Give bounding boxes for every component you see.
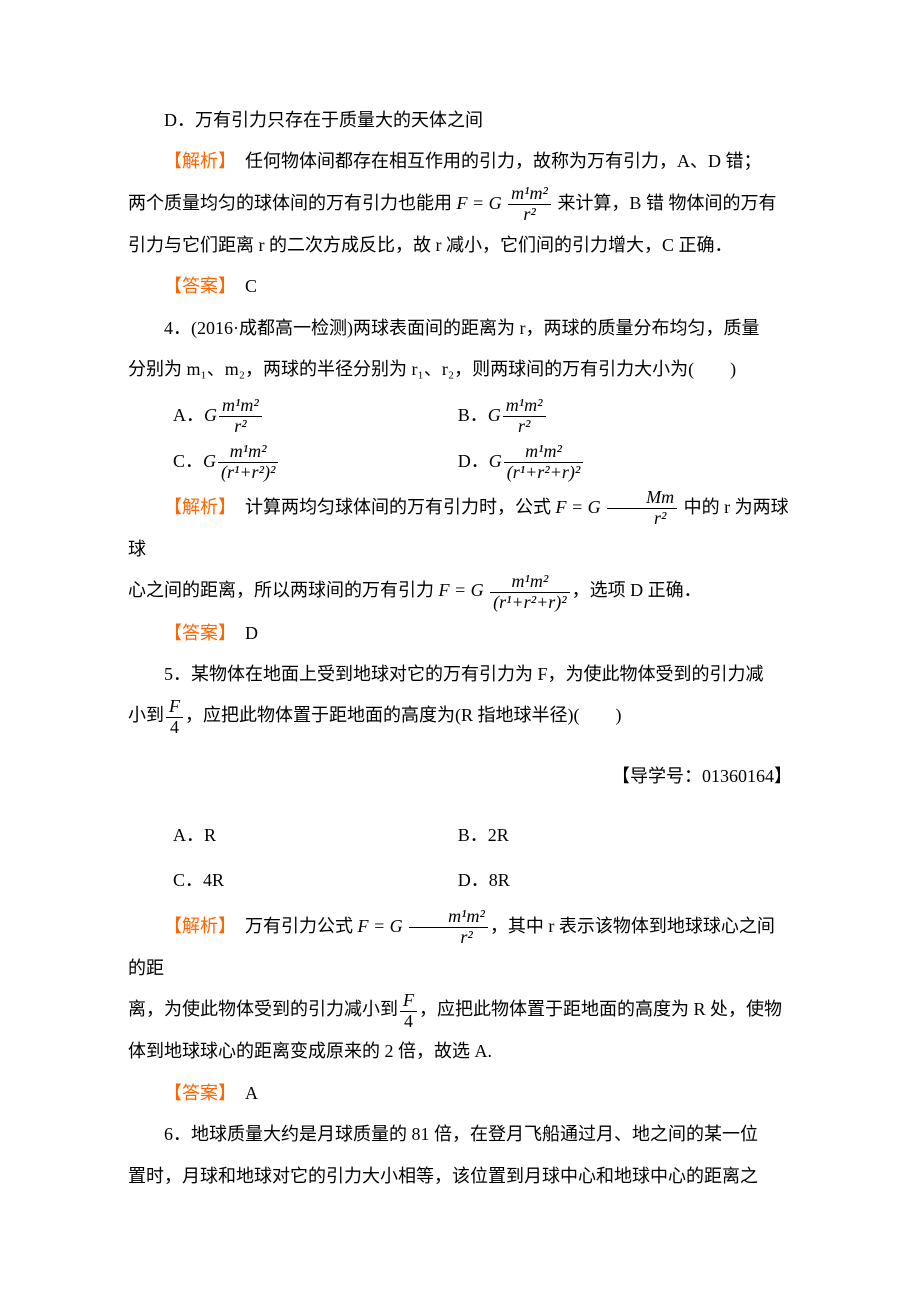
q3-formula-eq: F = G [457,193,502,213]
q5-answer: 【答案】 A [128,1073,792,1114]
q4-answer: 【答案】 D [128,613,792,654]
answer-label: 【答案】 [164,623,227,643]
q3-frac-den: r² [508,205,551,225]
q5-option-b: B．2R [458,815,792,856]
page: D．万有引力只存在于质量大的天体之间 【解析】 任何物体间都存在相互作用的引力，… [0,0,920,1302]
q4-opt-a-label: A． [173,405,204,425]
analysis-label: 【解析】 [164,497,227,517]
q3-analysis-b-pre: 两个质量均匀的球体间的万有引力也能用 [128,193,457,213]
q6-stem-line2: 置时，月球和地球对它的引力大小相等，该位置到月球中心和地球中心的距离之 [128,1156,792,1197]
q5-analysis-b-den: 4 [400,1012,417,1032]
q5-option-d: D．8R [458,860,792,901]
q5-analysis-line1: 【解析】 万有引力公式 F = G m¹m² r² ，其中 r 表示该物体到地球… [128,906,792,990]
q4-opt-a-frac: m¹m² r² [219,396,262,437]
q4-analysis-a-num: Mm [607,488,677,509]
q5-analysis-b-frac: F 4 [400,991,417,1032]
q4-option-c: C．G m¹m² (r¹+r²)² [128,441,458,483]
q5-analysis-a-frac: m¹m² r² [409,907,488,948]
q4-option-a: A．G m¹m² r² [128,395,458,437]
q3-analysis-text-a: 任何物体间都存在相互作用的引力，故称为万有引力，A、D 错； [227,151,762,171]
q4-option-b: B．G m¹m² r² [458,395,792,437]
q3-answer-value: C [227,276,257,296]
q5-stem-b-den: 4 [166,718,183,738]
q4-analysis-b-post: ，选项 D 正确． [572,580,702,600]
q5-answer-value: A [227,1083,258,1103]
q4-analysis-a-eq: F = G [556,497,601,517]
q4-analysis-a-den: r² [607,509,677,529]
q5-stem-b-frac: F 4 [166,697,183,738]
q4-opt-c-num: m¹m² [218,442,278,463]
q4-stem-line2: 分别为 m₁、m₂，两球的半径分别为 r₁、r₂，则两球间的万有引力大小为( ) [128,349,792,390]
q5-analysis-b-post: ，应把此物体置于距地面的高度为 R 处，使物 [419,999,782,1019]
q4-analysis-b-eq: F = G [439,580,484,600]
analysis-label: 【解析】 [164,151,227,171]
q5-stem-line2: 小到 F 4 ，应把此物体置于距地面的高度为(R 指地球半径)( ) [128,695,792,737]
q4-options-row2: C．G m¹m² (r¹+r²)² D．G m¹m² (r¹+r²+r)² [128,441,792,483]
q4-analysis-line1: 【解析】 计算两均匀球体间的万有引力时，公式 F = G Mm r² 中的 r … [128,487,792,571]
q5-options-row1: A．R B．2R [128,815,792,856]
q4-opt-b-prefix: G [488,405,501,425]
q4-stem-line1: 4．(2016·成都高一检测)两球表面间的距离为 r，两球的质量分布均匀，质量 [128,308,792,349]
q4-opt-d-den: (r¹+r²+r)² [504,463,584,483]
q4-opt-a-num: m¹m² [219,396,262,417]
q4-opt-c-frac: m¹m² (r¹+r²)² [218,442,278,483]
q4-opt-a-prefix: G [204,405,217,425]
q3-answer: 【答案】 C [128,266,792,307]
answer-label: 【答案】 [164,276,227,296]
q4-option-d: D．G m¹m² (r¹+r²+r)² [458,441,792,483]
q4-analysis-line2: 心之间的距离，所以两球间的万有引力 F = G m¹m² (r¹+r²+r)² … [128,570,792,612]
q5-analysis-a-den: r² [409,928,488,948]
q5-analysis-line3: 体到地球球心的距离变成原来的 2 倍，故选 A. [128,1031,792,1072]
q5-analysis-a-pre: 万有引力公式 [227,916,358,936]
q5-analysis-line2: 离，为使此物体受到的引力减小到 F 4 ，应把此物体置于距地面的高度为 R 处，… [128,989,792,1031]
q4-analysis-b-pre: 心之间的距离，所以两球间的万有引力 [128,580,439,600]
q6-stem-line1: 6．地球质量大约是月球质量的 81 倍，在登月飞船通过月、地之间的某一位 [128,1114,792,1155]
q5-analysis-a-eq: F = G [358,916,403,936]
q5-option-a: A．R [128,815,458,856]
q4-analysis-b-num: m¹m² [490,572,570,593]
q4-opt-c-prefix: G [203,451,216,471]
q4-opt-d-prefix: G [489,451,502,471]
q4-opt-c-den: (r¹+r²)² [218,463,278,483]
q4-options-row1: A．G m¹m² r² B．G m¹m² r² [128,395,792,437]
q4-opt-d-label: D． [458,451,489,471]
q4-analysis-b-frac: m¹m² (r¹+r²+r)² [490,572,570,613]
analysis-label: 【解析】 [164,916,227,936]
q4-analysis-b-den: (r¹+r²+r)² [490,593,570,613]
q3-analysis-line2: 两个质量均匀的球体间的万有引力也能用 F = G m¹m² r² 来计算，B 错… [128,183,792,225]
q5-analysis-a-num: m¹m² [409,907,488,928]
q4-opt-c-label: C． [173,451,203,471]
q4-answer-value: D [227,623,258,643]
q3-analysis-c: 引力与它们距离 r 的二次方成反比，故 r 减小，它们间的引力增大，C 正确． [128,235,733,255]
q3-analysis-b-post: 来计算，B 错 物体间的万有 [553,193,777,213]
q4-opt-d-num: m¹m² [504,442,584,463]
q5-guide-number: 【导学号：01360164】 [128,756,792,797]
q4-opt-b-frac: m¹m² r² [503,396,546,437]
answer-label: 【答案】 [164,1083,227,1103]
q3-analysis-line1: 【解析】 任何物体间都存在相互作用的引力，故称为万有引力，A、D 错； [128,141,792,182]
q5-stem-b-post: ，应把此物体置于距地面的高度为(R 指地球半径)( ) [185,705,621,725]
q4-opt-b-label: B． [458,405,488,425]
q4-opt-b-num: m¹m² [503,396,546,417]
q5-stem-b-num: F [166,697,183,718]
q4-opt-a-den: r² [219,417,262,437]
q3-formula-frac: m¹m² r² [508,184,551,225]
q5-analysis-b-num: F [400,991,417,1012]
q4-opt-d-frac: m¹m² (r¹+r²+r)² [504,442,584,483]
q3-frac-num: m¹m² [508,184,551,205]
q5-stem-line1: 5．某物体在地面上受到地球对它的万有引力为 F，为使此物体受到的引力减 [128,654,792,695]
q5-analysis-b-pre: 离，为使此物体受到的引力减小到 [128,999,398,1019]
q5-stem-b-pre: 小到 [128,705,164,725]
q4-analysis-a-frac: Mm r² [607,488,677,529]
q5-option-c: C．4R [128,860,458,901]
q3-analysis-line3: 引力与它们距离 r 的二次方成反比，故 r 减小，它们间的引力增大，C 正确． [128,225,792,266]
option-d-previous: D．万有引力只存在于质量大的天体之间 [128,100,792,141]
q4-analysis-a-pre: 计算两均匀球体间的万有引力时，公式 [227,497,556,517]
q5-options-row2: C．4R D．8R [128,860,792,901]
q4-opt-b-den: r² [503,417,546,437]
